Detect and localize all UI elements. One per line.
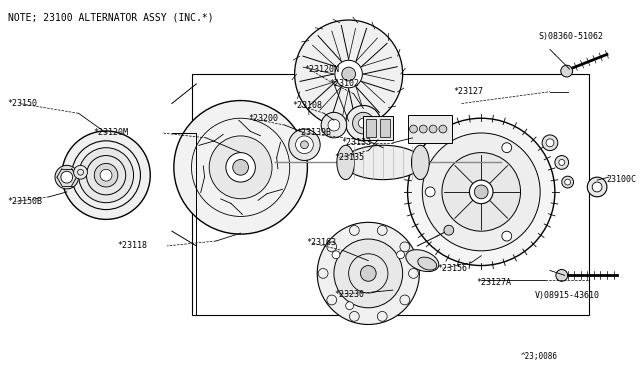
Circle shape [425, 187, 435, 197]
Bar [191, 74, 589, 315]
Text: 23100C: 23100C [607, 174, 637, 184]
Text: S)08360-51062: S)08360-51062 [538, 32, 603, 41]
Circle shape [564, 179, 571, 185]
Circle shape [335, 60, 362, 88]
Circle shape [296, 136, 314, 154]
Ellipse shape [418, 257, 436, 270]
Ellipse shape [412, 145, 429, 180]
Text: *23118: *23118 [118, 241, 148, 250]
Circle shape [556, 269, 568, 281]
Circle shape [209, 136, 272, 199]
Circle shape [474, 185, 488, 199]
Circle shape [346, 106, 381, 141]
Circle shape [588, 177, 607, 197]
Circle shape [561, 65, 573, 77]
Text: *23156: *23156 [437, 264, 467, 273]
Circle shape [94, 163, 118, 187]
Circle shape [542, 135, 558, 151]
Circle shape [502, 143, 511, 153]
Text: *23135: *23135 [334, 153, 364, 162]
Circle shape [321, 112, 347, 138]
Text: NOTE; 23100 ALTERNATOR ASSY (INC.*): NOTE; 23100 ALTERNATOR ASSY (INC.*) [8, 12, 214, 22]
Circle shape [555, 155, 568, 169]
Ellipse shape [344, 145, 422, 180]
Circle shape [559, 160, 564, 166]
Circle shape [289, 129, 320, 160]
Text: *23127: *23127 [454, 87, 484, 96]
Circle shape [470, 180, 493, 204]
Circle shape [294, 20, 403, 128]
Circle shape [422, 133, 540, 251]
Bar [380, 119, 390, 137]
Circle shape [346, 302, 353, 310]
Circle shape [546, 139, 554, 147]
Ellipse shape [337, 145, 355, 180]
Text: *23150B: *23150B [8, 197, 43, 206]
Circle shape [61, 171, 73, 183]
Text: V)08915-43610: V)08915-43610 [535, 291, 600, 299]
Circle shape [62, 131, 150, 219]
Circle shape [317, 222, 419, 324]
Circle shape [502, 231, 511, 241]
Circle shape [334, 239, 403, 308]
Text: *23133: *23133 [342, 138, 372, 147]
Circle shape [562, 176, 573, 188]
Circle shape [79, 148, 134, 203]
Bar [408, 115, 452, 143]
Circle shape [408, 118, 555, 266]
Circle shape [174, 100, 307, 234]
Text: ^23;0086: ^23;0086 [520, 352, 557, 361]
Circle shape [342, 67, 355, 81]
Text: *23108: *23108 [292, 101, 323, 110]
Bar [364, 116, 393, 140]
Circle shape [442, 153, 520, 231]
Text: *23120N: *23120N [305, 65, 339, 74]
Ellipse shape [406, 250, 439, 272]
Circle shape [419, 125, 428, 133]
Circle shape [592, 182, 602, 192]
Circle shape [360, 266, 376, 281]
Circle shape [444, 225, 454, 235]
Circle shape [301, 141, 308, 149]
Circle shape [358, 118, 368, 128]
Bar [366, 119, 376, 137]
Circle shape [332, 251, 340, 259]
Circle shape [100, 169, 112, 181]
Circle shape [328, 119, 340, 131]
Circle shape [353, 112, 374, 134]
Circle shape [74, 166, 88, 179]
Text: *23127A: *23127A [476, 278, 511, 287]
Circle shape [397, 251, 404, 259]
Circle shape [429, 125, 437, 133]
Circle shape [55, 166, 79, 189]
Text: *23120M: *23120M [93, 128, 128, 138]
Text: *23102: *23102 [329, 79, 359, 89]
Circle shape [233, 160, 248, 175]
Text: *23150: *23150 [8, 99, 38, 108]
Text: *23230: *23230 [334, 289, 364, 299]
Text: *23139B: *23139B [296, 128, 332, 138]
Circle shape [439, 125, 447, 133]
Text: *23200: *23200 [248, 114, 278, 123]
Circle shape [410, 125, 417, 133]
Text: *23163: *23163 [307, 238, 337, 247]
Circle shape [226, 153, 255, 182]
